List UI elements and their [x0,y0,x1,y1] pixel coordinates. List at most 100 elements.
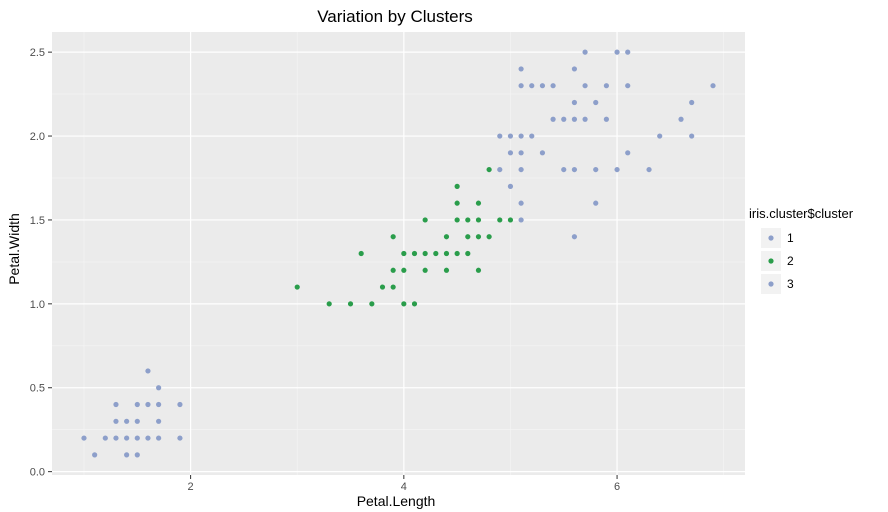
data-point-cluster-3 [582,83,588,89]
legend-entries: 1 2 3 [761,228,794,294]
data-point-cluster-1 [145,401,151,408]
data-point-cluster-3 [571,116,578,122]
data-point-cluster-2 [411,301,418,307]
data-point-cluster-3 [518,217,524,223]
data-point-cluster-1 [134,435,140,441]
data-point-cluster-2 [347,301,354,307]
data-point-cluster-3 [571,166,578,173]
data-point-cluster-1 [156,401,162,408]
data-point-cluster-2 [401,301,407,307]
data-point-cluster-3 [507,183,514,189]
data-point-cluster-2 [390,284,396,290]
chart-title: Variation by Clusters [317,7,473,26]
legend-label: 2 [787,254,794,268]
data-point-cluster-1 [81,435,87,441]
data-point-cluster-1 [124,452,130,458]
data-point-cluster-2 [422,250,428,257]
data-point-cluster-3 [497,166,503,173]
data-point-cluster-2 [422,217,428,223]
data-point-cluster-1 [113,435,119,441]
data-point-cluster-3 [518,83,524,89]
data-point-cluster-3 [593,200,599,206]
data-point-cluster-3 [539,83,546,89]
plot-background [52,32,745,475]
data-point-cluster-2 [401,267,407,273]
grid-minor [52,32,745,475]
legend-title: iris.cluster$cluster [749,206,854,221]
y-tick-label: 2.0 [30,131,45,143]
data-point-cluster-3 [689,99,695,106]
data-point-cluster-2 [454,200,460,206]
data-point-cluster-3 [614,166,620,173]
data-point-cluster-2 [369,301,375,307]
data-point-cluster-3 [507,133,514,139]
data-point-cluster-3 [571,234,578,240]
data-point-cluster-1 [124,418,130,424]
x-tick-label: 4 [401,481,407,493]
data-point-cluster-3 [550,116,556,122]
x-tick-label: 2 [188,481,194,493]
data-point-cluster-1 [92,452,98,458]
data-point-cluster-2 [443,267,450,273]
data-point-cluster-3 [625,150,631,156]
data-point-cluster-3 [603,116,610,122]
y-tick-label: 1.0 [30,299,45,311]
data-point-cluster-2 [465,217,471,223]
y-tick-label: 0.0 [30,467,45,479]
data-point-cluster-1 [156,385,162,391]
grid-major [52,32,745,475]
data-point-cluster-2 [379,284,386,290]
data-point-cluster-2 [454,217,460,223]
data-point-cluster-3 [497,133,503,139]
legend-key-point [768,258,774,264]
data-point-cluster-3 [518,200,524,206]
data-point-cluster-2 [475,217,482,223]
data-point-cluster-3 [518,66,524,72]
data-point-cluster-1 [177,401,183,408]
data-point-cluster-3 [657,133,663,139]
data-point-cluster-3 [614,49,620,55]
plot-panel [52,32,745,475]
data-point-cluster-2 [465,234,471,240]
data-point-cluster-3 [518,166,524,173]
legend-label: 3 [787,277,794,291]
data-points [81,49,716,458]
y-tick-label: 2.5 [30,47,45,59]
y-axis: 0.0 0.5 1.0 1.5 2.0 2.5 [30,47,52,479]
data-point-cluster-3 [550,83,556,89]
data-point-cluster-2 [465,250,471,257]
y-tick-label: 0.5 [30,383,45,395]
data-point-cluster-3 [593,166,599,173]
data-point-cluster-1 [177,435,183,441]
y-tick-label: 1.5 [30,215,45,227]
data-point-cluster-3 [529,133,535,139]
data-point-cluster-3 [518,133,524,139]
data-point-cluster-3 [625,49,631,55]
data-point-cluster-1 [145,435,151,441]
data-point-cluster-2 [486,166,492,173]
data-point-cluster-2 [326,301,332,307]
data-point-cluster-3 [603,83,610,89]
data-point-cluster-3 [582,49,588,55]
data-point-cluster-1 [156,418,162,424]
data-point-cluster-2 [358,250,364,257]
data-point-cluster-2 [294,284,300,290]
data-point-cluster-1 [113,418,119,424]
data-point-cluster-1 [102,435,108,441]
data-point-cluster-2 [486,234,492,240]
data-point-cluster-2 [390,267,396,273]
data-point-cluster-2 [433,250,439,257]
data-point-cluster-1 [134,418,140,424]
data-point-cluster-2 [454,183,460,189]
data-point-cluster-3 [625,83,631,89]
x-tick-label: 6 [614,481,620,493]
data-point-cluster-3 [561,166,567,173]
data-point-cluster-3 [518,150,524,156]
x-axis-title: Petal.Length [357,493,436,509]
data-point-cluster-2 [390,234,396,240]
legend-key-point [768,281,774,287]
data-point-cluster-3 [539,150,546,156]
data-point-cluster-3 [646,166,652,173]
data-point-cluster-1 [156,435,162,441]
